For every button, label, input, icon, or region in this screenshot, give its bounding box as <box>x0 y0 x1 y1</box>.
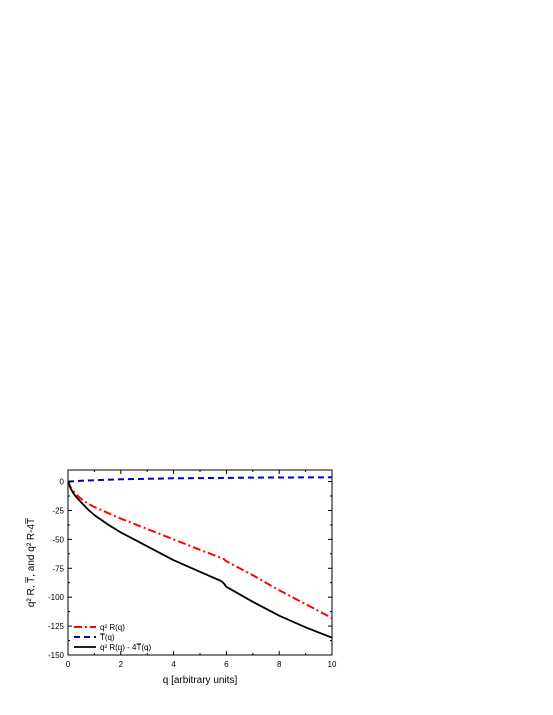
legend-label-1: T̅(q) <box>99 633 115 642</box>
y-axis-title: q² R, T̅, and q² R-4T̅ <box>25 518 37 607</box>
y-tick-label: -100 <box>48 593 65 602</box>
legend-label-0: q² R(q) <box>100 623 125 632</box>
x-tick-label: 8 <box>277 660 282 669</box>
series-line-0 <box>68 481 332 619</box>
y-tick-label: -75 <box>52 564 64 573</box>
x-tick-label: 0 <box>66 660 71 669</box>
x-axis-title: q [arbitrary units] <box>163 675 238 686</box>
y-tick-label: 0 <box>60 478 65 487</box>
plot-area: 0 2 4 6 8 10 0 -25 -50 -75 -100 -125 -150 <box>48 469 337 669</box>
x-tick-label: 4 <box>171 660 176 669</box>
y-tick-label: -150 <box>48 651 65 660</box>
y-axis: 0 -25 -50 -75 -100 -125 -150 <box>48 478 332 660</box>
series-line-2 <box>68 481 332 639</box>
y-tick-label: -25 <box>52 506 64 515</box>
legend-label-2: q² R(q) - 4T̅(q) <box>100 643 151 652</box>
y-tick-label: -50 <box>52 535 64 544</box>
x-axis: 0 2 4 6 8 10 <box>66 470 337 669</box>
series-line-1 <box>68 476 332 483</box>
y-tick-label: -125 <box>48 622 65 631</box>
x-tick-label: 2 <box>119 660 124 669</box>
x-tick-label: 6 <box>224 660 229 669</box>
series-layer <box>68 476 332 639</box>
x-tick-label: 10 <box>328 660 337 669</box>
legend: q² R(q)T̅(q)q² R(q) - 4T̅(q) <box>74 623 151 652</box>
